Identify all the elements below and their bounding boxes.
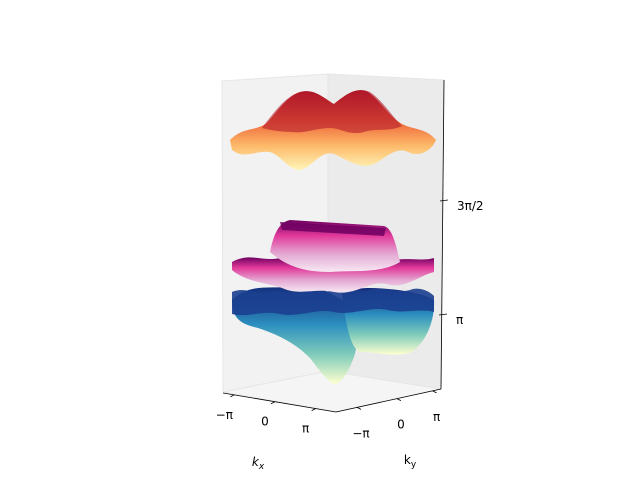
x-tick-mark xyxy=(230,395,234,397)
y-tick-mark xyxy=(433,391,437,393)
x-tick-label: −π xyxy=(216,408,233,422)
x-axis-label-sub: x xyxy=(258,462,265,472)
x-tick-label: 0 xyxy=(261,415,269,429)
y-tick-label: −π xyxy=(352,426,369,440)
y-axis-label: ky xyxy=(404,453,417,470)
y-tick-mark xyxy=(357,407,361,409)
x-tick-label: π xyxy=(302,422,309,436)
y-tick-label: π xyxy=(433,410,440,424)
x-axis-label: kx xyxy=(252,455,265,472)
z-tick-label: 3π/2 xyxy=(457,199,484,213)
y-axis-label-sub: y xyxy=(411,460,417,470)
z-axis-ticks: π 3π/2 xyxy=(439,199,484,327)
y-tick-label: 0 xyxy=(397,418,405,432)
x-tick-mark xyxy=(271,402,275,404)
y-tick-mark xyxy=(397,399,401,401)
x-tick-mark xyxy=(312,409,316,411)
z-tick-label: π xyxy=(456,313,463,327)
